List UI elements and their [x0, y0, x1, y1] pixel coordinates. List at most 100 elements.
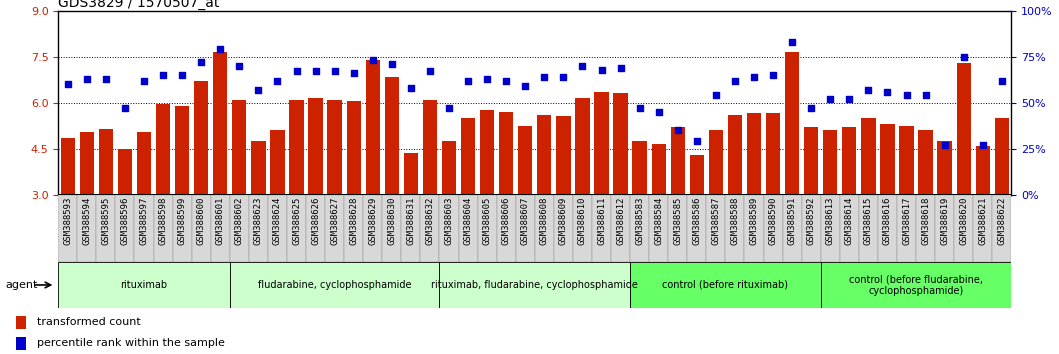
Text: GSM388600: GSM388600 [197, 197, 205, 245]
Text: GSM388601: GSM388601 [216, 197, 225, 245]
Bar [365, 60, 380, 195]
Bar [706, 195, 725, 262]
Bar [611, 195, 630, 262]
Bar [842, 127, 857, 195]
Bar [556, 116, 571, 195]
Point [879, 89, 896, 95]
Bar [728, 115, 742, 195]
Point [517, 83, 534, 89]
Point [174, 72, 191, 78]
Point [612, 65, 629, 70]
Text: GSM388616: GSM388616 [883, 197, 892, 245]
Bar [58, 195, 1011, 262]
Bar [420, 195, 439, 262]
Bar [573, 195, 592, 262]
Bar [79, 132, 94, 195]
Point [993, 78, 1010, 84]
Point [326, 69, 343, 74]
Bar [137, 132, 151, 195]
Bar [649, 195, 668, 262]
Text: GSM388586: GSM388586 [693, 197, 701, 245]
Bar [478, 195, 497, 262]
Bar [325, 195, 344, 262]
Text: GSM388602: GSM388602 [235, 197, 244, 245]
Text: GSM388584: GSM388584 [654, 197, 663, 245]
Point [593, 67, 610, 72]
Text: GSM388617: GSM388617 [902, 197, 911, 245]
Text: control (before fludarabine,
cyclophosphamide): control (before fludarabine, cyclophosph… [849, 274, 983, 296]
Point [345, 70, 362, 76]
Point [688, 138, 705, 144]
Bar [670, 127, 685, 195]
Point [898, 92, 915, 98]
Text: fludarabine, cyclophosphamide: fludarabine, cyclophosphamide [258, 280, 411, 290]
Bar [289, 99, 304, 195]
Point [269, 78, 286, 84]
Bar [823, 130, 838, 195]
Bar [58, 262, 230, 308]
Text: GSM388594: GSM388594 [83, 197, 91, 245]
Bar [308, 98, 323, 195]
Text: GSM388612: GSM388612 [616, 197, 625, 245]
Text: GSM388623: GSM388623 [254, 197, 263, 245]
Bar [766, 113, 780, 195]
Point [383, 61, 400, 67]
Point [860, 87, 877, 93]
Text: GSM388608: GSM388608 [540, 197, 549, 245]
Point [955, 54, 972, 59]
Text: agent: agent [5, 280, 38, 290]
Bar [499, 112, 514, 195]
Text: GSM388619: GSM388619 [940, 197, 949, 245]
Bar [154, 195, 173, 262]
Point [784, 39, 801, 45]
Point [574, 63, 591, 69]
Bar [821, 262, 1011, 308]
Bar [232, 99, 247, 195]
Bar [175, 106, 190, 195]
Point [765, 72, 782, 78]
Bar [461, 118, 475, 195]
Text: GSM388631: GSM388631 [407, 197, 415, 245]
Bar [423, 99, 437, 195]
Bar [439, 195, 459, 262]
Text: GSM388632: GSM388632 [426, 197, 434, 245]
Bar [994, 118, 1009, 195]
Bar [840, 195, 859, 262]
Text: GSM388621: GSM388621 [979, 197, 987, 245]
Bar [535, 195, 554, 262]
Bar [363, 195, 382, 262]
Point [479, 76, 496, 81]
Bar [230, 195, 249, 262]
Bar [916, 195, 935, 262]
Bar [575, 98, 590, 195]
Bar [382, 195, 401, 262]
Text: GSM388624: GSM388624 [273, 197, 282, 245]
Point [822, 96, 839, 102]
Bar [327, 99, 342, 195]
Bar [992, 195, 1011, 262]
Bar [554, 195, 573, 262]
Bar [230, 262, 439, 308]
Bar [77, 195, 96, 262]
Bar [192, 195, 211, 262]
Bar [937, 141, 952, 195]
Text: GSM388613: GSM388613 [826, 197, 834, 245]
Bar [880, 124, 895, 195]
Bar [954, 195, 973, 262]
Text: GSM388611: GSM388611 [597, 197, 606, 245]
Bar [802, 195, 821, 262]
Bar [173, 195, 192, 262]
Point [917, 92, 934, 98]
Bar [630, 262, 821, 308]
Bar [859, 195, 878, 262]
Text: GSM388625: GSM388625 [292, 197, 301, 245]
Bar [194, 81, 209, 195]
Bar [592, 195, 611, 262]
Point [59, 81, 76, 87]
Bar [268, 195, 287, 262]
Bar [270, 130, 285, 195]
Bar [96, 195, 115, 262]
Bar [975, 145, 990, 195]
Point [650, 109, 667, 115]
Bar [537, 115, 552, 195]
